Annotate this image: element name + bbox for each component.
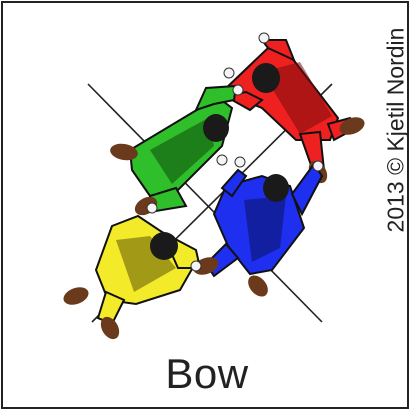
jumper-green-helmet [203, 114, 229, 142]
jumper-red-glove-a [258, 32, 270, 44]
jumper-blue [193, 156, 324, 297]
jumper-red [220, 32, 365, 184]
jumper-red-glove-b [223, 67, 235, 79]
jumper-blue-helmet [263, 174, 289, 202]
jumper-blue-boot-b [248, 275, 268, 297]
jumper-green-glove-a [232, 84, 244, 96]
jumper-yellow-boot-b [100, 316, 120, 340]
jumper-blue-glove-a [234, 156, 246, 168]
jumper-blue-glove-b [312, 160, 324, 172]
cross-line-a [87, 83, 323, 323]
jumper-green-boot-a [110, 143, 138, 161]
jumper-red-boot-a [339, 117, 365, 135]
jumper-yellow-glove-a [146, 202, 158, 214]
jumper-yellow [63, 202, 202, 340]
formation-title: Bow [165, 350, 249, 397]
jumper-yellow-helmet [150, 232, 178, 260]
jumper-blue-boot-a [193, 257, 219, 275]
copyright-credit: 2013 © Kjetil Nordin [382, 27, 409, 233]
jumper-yellow-boot-a [63, 287, 89, 305]
diagram-card [1, 1, 409, 409]
jumper-green-glove-b [216, 154, 228, 166]
jumper-yellow-glove-b [190, 260, 202, 272]
jumper-green [110, 84, 244, 216]
jumper-red-helmet [252, 63, 280, 93]
